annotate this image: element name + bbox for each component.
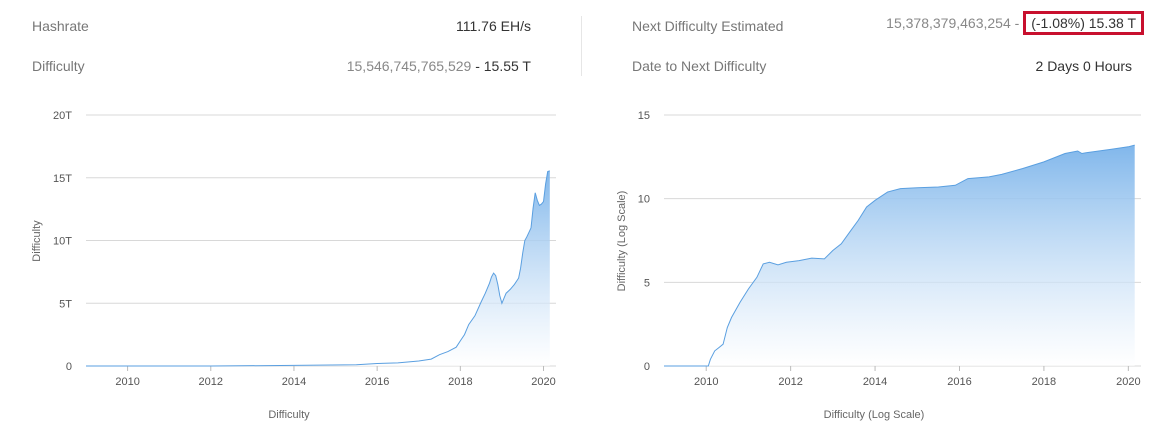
chart2-x-tick-label: 2016 <box>947 376 971 388</box>
chart2-y-tick-label: 0 <box>644 361 650 373</box>
chart2-y-tick-label: 15 <box>638 110 650 122</box>
chart2-x-axis-title: Difficulty (Log Scale) <box>824 409 925 421</box>
chart1-y-tick-label: 5T <box>59 298 72 310</box>
chart1-y-tick-label: 0 <box>66 361 72 373</box>
next-difficulty-value-full: 15,378,379,463,254 <box>886 15 1011 31</box>
difficulty-line <box>86 170 550 367</box>
chart2-x-tick-label: 2010 <box>694 376 718 388</box>
date-to-next-value: 2 Days 0 Hours <box>1035 58 1132 74</box>
chart2-y-axis-title: Difficulty (Log Scale) <box>616 191 628 292</box>
difficulty-log-line <box>664 144 1135 367</box>
chart1-y-tick-label: 20T <box>53 110 72 122</box>
difficulty-value: 15,546,745,765,529 - 15.55 T <box>347 58 531 74</box>
hashrate-label: Hashrate <box>32 18 89 34</box>
chart2-y-tick-label: 5 <box>644 277 650 289</box>
chart1-x-tick-label: 2014 <box>282 376 306 388</box>
difficulty-separator: - <box>471 58 484 74</box>
date-to-next-label: Date to Next Difficulty <box>632 58 767 74</box>
difficulty-log-area <box>664 145 1135 366</box>
chart2-x-tick-label: 2020 <box>1116 376 1140 388</box>
chart1-x-axis-title: Difficulty <box>268 409 310 421</box>
hashrate-value: 111.76 EH/s <box>456 18 531 34</box>
next-difficulty-highlight: (-1.08%) 15.38 T <box>1023 11 1144 35</box>
next-difficulty-value: 15,378,379,463,254 - (-1.08%) 15.38 T <box>886 11 1144 35</box>
next-difficulty-separator: - <box>1010 15 1024 31</box>
chart1-x-tick-label: 2016 <box>365 376 389 388</box>
chart1-y-axis-title: Difficulty <box>31 220 43 262</box>
chart1-y-tick-label: 15T <box>53 173 72 185</box>
difficulty-value-short: 15.55 T <box>483 58 531 74</box>
difficulty-value-full: 15,546,745,765,529 <box>346 58 472 74</box>
chart1-x-tick-label: 2010 <box>115 376 139 388</box>
chart1-x-tick-label: 2020 <box>531 376 555 388</box>
chart1-y-tick-label: 10T <box>53 236 72 248</box>
chart2-y-tick-label: 10 <box>638 194 650 206</box>
difficulty-area <box>86 170 550 366</box>
chart1-x-tick-label: 2012 <box>199 376 223 388</box>
chart1-x-tick-label: 2018 <box>448 376 472 388</box>
chart2-x-tick-label: 2014 <box>863 376 887 388</box>
chart2-x-tick-label: 2018 <box>1032 376 1056 388</box>
difficulty-label: Difficulty <box>32 58 85 74</box>
stats-divider <box>581 16 582 76</box>
chart2-x-tick-label: 2012 <box>778 376 802 388</box>
next-difficulty-label: Next Difficulty Estimated <box>632 18 784 34</box>
